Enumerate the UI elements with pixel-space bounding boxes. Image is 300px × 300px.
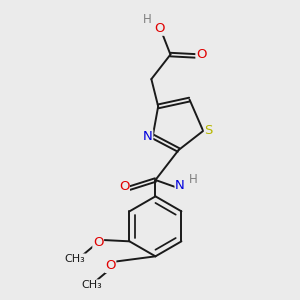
Text: CH₃: CH₃ <box>65 254 85 264</box>
Text: O: O <box>105 260 116 272</box>
Text: S: S <box>204 124 213 137</box>
Text: O: O <box>196 48 206 61</box>
Text: CH₃: CH₃ <box>81 280 102 290</box>
Text: N: N <box>143 130 153 143</box>
Text: N: N <box>175 179 185 193</box>
Text: H: H <box>189 173 198 187</box>
Text: O: O <box>119 180 129 193</box>
Text: O: O <box>93 236 104 249</box>
Text: O: O <box>154 22 165 35</box>
Text: H: H <box>143 13 152 26</box>
